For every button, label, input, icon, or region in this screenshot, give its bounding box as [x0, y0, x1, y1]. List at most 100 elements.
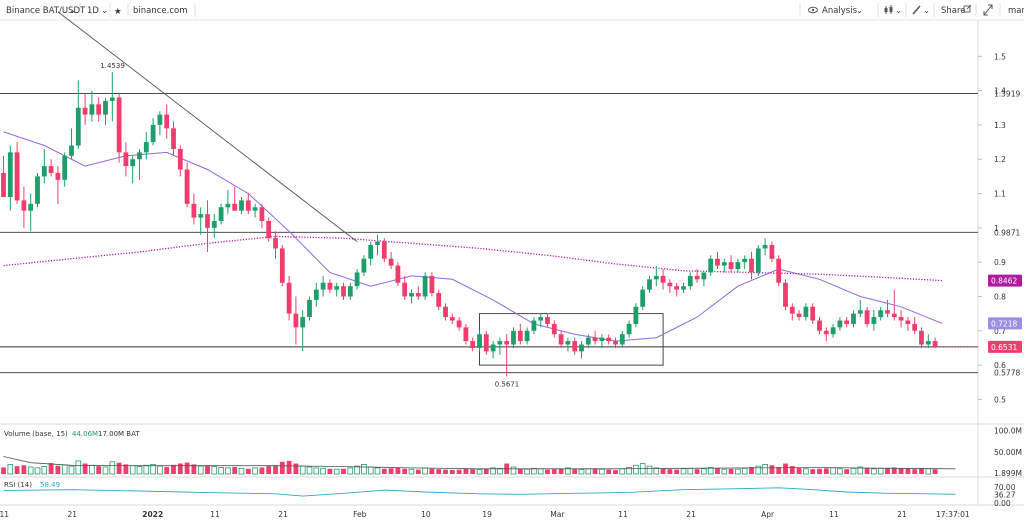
- candle-body: [470, 341, 476, 348]
- volume-bar: [919, 467, 924, 474]
- volume-bar: [531, 467, 537, 475]
- candle-body: [932, 341, 938, 347]
- volume-bar: [259, 467, 265, 474]
- volume-pane[interactable]: 100.0M 50.00M 1.899M: [1, 426, 1022, 478]
- candle-body: [436, 293, 442, 307]
- volume-bar: [789, 466, 795, 474]
- symbol-chevron-icon[interactable]: ⌄: [69, 6, 76, 16]
- analysis-button[interactable]: Analysis: [822, 6, 858, 16]
- volume-bar: [694, 469, 700, 474]
- candle-body: [660, 275, 666, 283]
- volume-bar: [347, 467, 354, 475]
- candle-body: [667, 282, 673, 287]
- volume-bar: [885, 467, 890, 474]
- share-button[interactable]: Share: [941, 6, 966, 16]
- interval-selector[interactable]: 1D: [87, 6, 99, 16]
- candle-body: [347, 286, 353, 297]
- volume-bar: [436, 469, 442, 474]
- volume-bar: [456, 469, 462, 474]
- candle-body: [674, 286, 680, 290]
- volume-bar: [279, 461, 285, 474]
- chart-type-icon[interactable]: [884, 5, 893, 14]
- volume-bar: [728, 468, 734, 474]
- candle-body: [150, 124, 156, 143]
- volume-bar: [776, 467, 782, 474]
- volume-bar: [810, 469, 816, 474]
- volume-ma-line: [3, 456, 956, 470]
- volume-tick-label: 50.00M: [994, 448, 1022, 457]
- candle-body: [191, 203, 197, 218]
- user-menu[interactable]: manu: [1008, 6, 1024, 16]
- candle-body: [7, 152, 13, 197]
- candle-body: [687, 275, 693, 287]
- volume-bar: [524, 468, 530, 475]
- volume-bar: [613, 470, 618, 474]
- volume-bar: [191, 464, 197, 474]
- drawing-chevron-icon[interactable]: ⌄: [923, 6, 930, 16]
- volume-tick-label: 100.0M: [994, 426, 1022, 435]
- volume-legend-label: Volume (base, 15): [4, 430, 68, 438]
- candle-body: [225, 203, 231, 208]
- time-tick-label: 21: [278, 510, 288, 519]
- candle-body: [789, 306, 795, 314]
- candle-body: [626, 323, 632, 335]
- volume-bar: [680, 468, 687, 475]
- interval-chevron-icon[interactable]: ⌄: [101, 6, 108, 16]
- candle-body: [613, 341, 618, 345]
- candle-body: [103, 100, 108, 115]
- price-tick-label: 1.2: [994, 155, 1006, 164]
- candle-body: [891, 313, 897, 318]
- candle-body: [708, 258, 714, 273]
- volume-bar: [14, 466, 20, 474]
- price-badge-label: 0.7218: [991, 319, 1017, 328]
- candle-body: [681, 286, 686, 290]
- trendline: [57, 11, 358, 242]
- star-icon[interactable]: ★: [114, 7, 122, 17]
- volume-bar: [741, 467, 748, 475]
- price-axis[interactable]: 1.5 1.4 1.3 1.2 1.1 1 0.9 0.8 0.7 0.6 0.5 1.3919 0.9…: [978, 52, 1022, 404]
- volume-bar: [490, 467, 496, 475]
- pencil-icon[interactable]: [912, 5, 921, 15]
- volume-bar: [374, 467, 381, 475]
- candle-body: [796, 313, 802, 318]
- time-axis[interactable]: 11 21 2022 11 21 Feb 10 19 Mar 11 21 Apr 11 21 17:37:0…: [0, 510, 970, 519]
- volume-bar: [633, 464, 639, 475]
- candle-body: [504, 341, 510, 345]
- candle-body: [803, 306, 809, 318]
- volume-bar: [293, 463, 299, 474]
- price-pane[interactable]: 1.4539 0.5671: [0, 11, 978, 389]
- chart-type-chevron-icon[interactable]: ⌄: [895, 6, 902, 16]
- candle-body: [483, 334, 489, 352]
- time-tick-label: Feb: [353, 510, 367, 519]
- candle-body: [538, 317, 544, 321]
- time-tick-label: Mar: [550, 510, 565, 519]
- candle-body: [456, 320, 462, 328]
- candle-body: [361, 258, 367, 273]
- candle-body: [409, 293, 414, 297]
- candle-body: [313, 289, 319, 300]
- candle-body: [429, 275, 435, 294]
- moving-average-long-line: [3, 235, 942, 282]
- horizontal-level-label: 0.9871: [994, 228, 1020, 237]
- candle-body: [96, 104, 102, 115]
- external-link-icon[interactable]: [963, 4, 972, 13]
- eye-icon[interactable]: [808, 6, 818, 14]
- volume-bar: [871, 468, 877, 475]
- analysis-chevron-icon[interactable]: ⌄: [856, 6, 863, 16]
- volume-bar: [333, 468, 340, 475]
- candle-body: [558, 334, 564, 345]
- volume-bar: [245, 468, 251, 474]
- volume-bar: [674, 469, 680, 474]
- volume-bar: [367, 466, 374, 475]
- candle-body: [762, 245, 768, 249]
- volume-bar: [184, 462, 190, 474]
- volume-bar: [864, 467, 870, 474]
- symbol-selector[interactable]: Binance BAT/USDT: [6, 6, 86, 16]
- volume-bar: [273, 465, 278, 474]
- expand-icon[interactable]: [983, 4, 993, 16]
- volume-bar: [395, 467, 401, 474]
- volume-bar: [27, 466, 34, 475]
- volume-tick-label: 1.899M: [994, 469, 1022, 478]
